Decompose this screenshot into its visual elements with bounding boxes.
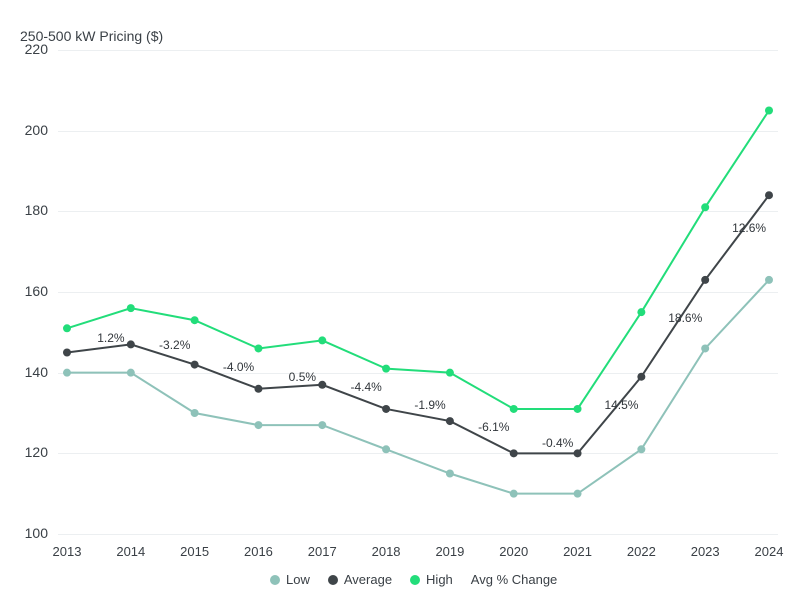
series-marker-average bbox=[701, 276, 709, 284]
legend-item: High bbox=[410, 572, 453, 587]
series-marker-high bbox=[318, 336, 326, 344]
pct-change-label: 14.5% bbox=[604, 398, 638, 412]
legend-item: Average bbox=[328, 572, 392, 587]
series-marker-high bbox=[254, 344, 262, 352]
pct-change-label: -6.1% bbox=[478, 420, 509, 434]
series-marker-low bbox=[127, 369, 135, 377]
legend-label: Low bbox=[286, 572, 310, 587]
pct-change-label: -4.0% bbox=[223, 360, 254, 374]
series-marker-high bbox=[765, 107, 773, 115]
series-marker-low bbox=[318, 421, 326, 429]
series-marker-high bbox=[63, 324, 71, 332]
pct-change-label: -1.9% bbox=[414, 398, 445, 412]
series-marker-low bbox=[63, 369, 71, 377]
legend-extra-label: Avg % Change bbox=[471, 572, 558, 587]
x-tick-label: 2023 bbox=[691, 544, 720, 559]
x-tick-label: 2017 bbox=[308, 544, 337, 559]
x-tick-label: 2013 bbox=[53, 544, 82, 559]
series-marker-average bbox=[318, 381, 326, 389]
series-marker-low bbox=[446, 470, 454, 478]
x-tick-label: 2020 bbox=[499, 544, 528, 559]
series-marker-average bbox=[63, 349, 71, 357]
series-marker-high bbox=[701, 203, 709, 211]
series-marker-average bbox=[574, 449, 582, 457]
series-marker-high bbox=[574, 405, 582, 413]
series-marker-average bbox=[254, 385, 262, 393]
series-marker-average bbox=[765, 191, 773, 199]
pct-change-label: 0.5% bbox=[289, 370, 316, 384]
series-marker-low bbox=[191, 409, 199, 417]
legend-dot bbox=[328, 575, 338, 585]
plot-area bbox=[0, 0, 799, 600]
legend-label: High bbox=[426, 572, 453, 587]
x-tick-label: 2024 bbox=[755, 544, 784, 559]
x-tick-label: 2016 bbox=[244, 544, 273, 559]
legend-label: Average bbox=[344, 572, 392, 587]
legend-dot bbox=[270, 575, 280, 585]
series-line-low bbox=[67, 280, 769, 494]
pct-change-label: 18.6% bbox=[668, 311, 702, 325]
series-marker-average bbox=[382, 405, 390, 413]
legend-item: Low bbox=[270, 572, 310, 587]
series-marker-low bbox=[701, 344, 709, 352]
series-marker-low bbox=[637, 445, 645, 453]
series-marker-high bbox=[446, 369, 454, 377]
pct-change-label: 1.2% bbox=[97, 331, 124, 345]
series-marker-high bbox=[127, 304, 135, 312]
legend-dot bbox=[410, 575, 420, 585]
series-marker-high bbox=[191, 316, 199, 324]
series-marker-average bbox=[510, 449, 518, 457]
series-marker-average bbox=[446, 417, 454, 425]
series-marker-low bbox=[510, 490, 518, 498]
series-marker-average bbox=[637, 373, 645, 381]
pct-change-label: -0.4% bbox=[542, 436, 573, 450]
pct-change-label: 12.6% bbox=[732, 221, 766, 235]
series-marker-high bbox=[510, 405, 518, 413]
series-marker-low bbox=[382, 445, 390, 453]
x-tick-label: 2022 bbox=[627, 544, 656, 559]
x-tick-label: 2021 bbox=[563, 544, 592, 559]
pct-change-label: -3.2% bbox=[159, 338, 190, 352]
x-tick-label: 2019 bbox=[435, 544, 464, 559]
pct-change-label: -4.4% bbox=[350, 380, 381, 394]
series-marker-high bbox=[382, 365, 390, 373]
series-marker-average bbox=[127, 340, 135, 348]
series-marker-low bbox=[765, 276, 773, 284]
legend: Low Average High Avg % Change bbox=[270, 572, 557, 587]
series-line-high bbox=[67, 111, 769, 409]
series-marker-average bbox=[191, 361, 199, 369]
series-marker-low bbox=[254, 421, 262, 429]
pricing-chart: 250-500 kW Pricing ($) 10012014016018020… bbox=[0, 0, 799, 600]
series-marker-high bbox=[637, 308, 645, 316]
x-tick-label: 2015 bbox=[180, 544, 209, 559]
series-marker-low bbox=[574, 490, 582, 498]
x-tick-label: 2018 bbox=[372, 544, 401, 559]
x-tick-label: 2014 bbox=[116, 544, 145, 559]
